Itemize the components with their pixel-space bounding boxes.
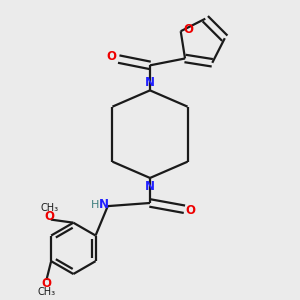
Text: CH₃: CH₃ <box>40 203 58 213</box>
Text: O: O <box>184 23 194 36</box>
Text: O: O <box>107 50 117 63</box>
Text: O: O <box>186 204 196 217</box>
Text: CH₃: CH₃ <box>38 287 56 297</box>
Text: O: O <box>41 277 51 290</box>
Text: N: N <box>99 198 109 211</box>
Text: N: N <box>145 179 155 193</box>
Text: H: H <box>91 200 99 210</box>
Text: O: O <box>44 210 54 223</box>
Text: N: N <box>145 76 155 89</box>
